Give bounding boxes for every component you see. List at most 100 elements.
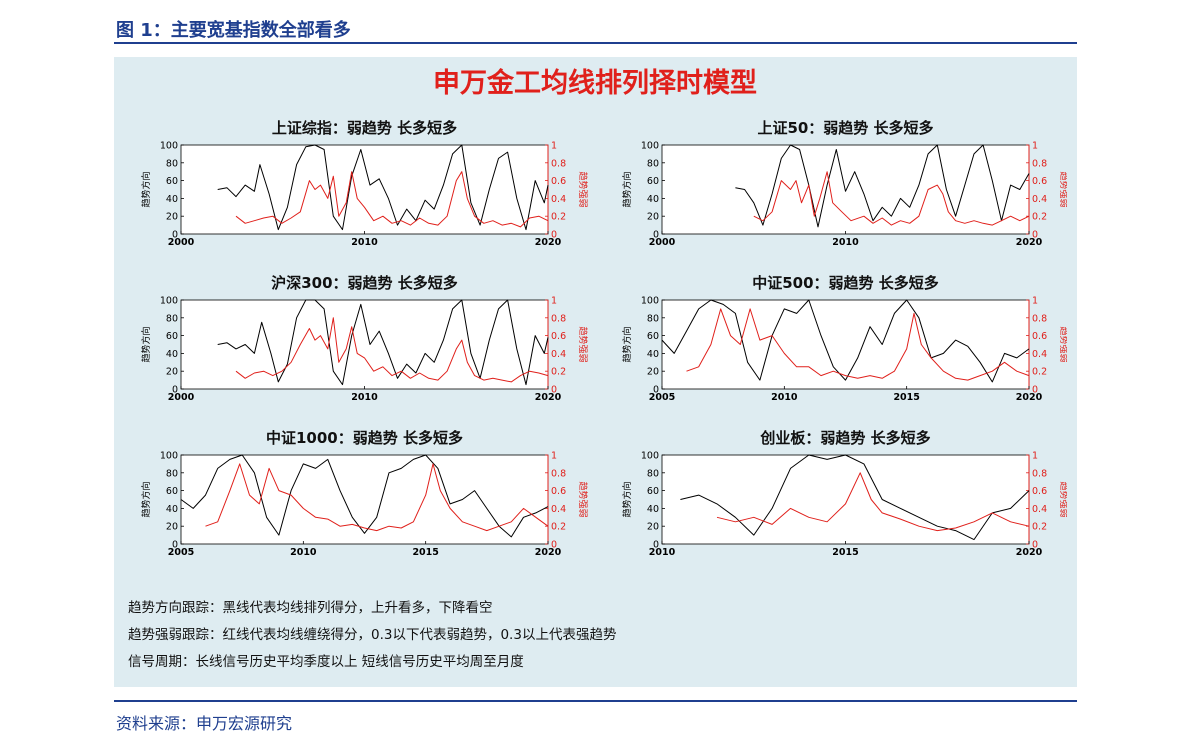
left-tick-label: 40 — [647, 504, 659, 515]
left-tick-label: 60 — [166, 486, 178, 497]
figure-title: 图 1：主要宽基指数全部看多 — [116, 20, 351, 41]
left-tick-label: 20 — [647, 212, 659, 223]
left-tick-label: 20 — [166, 212, 178, 223]
right-tick-label: 0.4 — [551, 504, 566, 515]
x-tick-label: 2020 — [1016, 547, 1043, 558]
chart-4: 中证500：弱趋势 长多短多 0 20 40 60 80 100 0 0.2 0.4 0.6 0.8 1… — [621, 274, 1067, 403]
right-tick-label: 0.8 — [551, 468, 566, 479]
left-tick-label: 40 — [166, 504, 178, 515]
left-axis-label: 趋势方向 — [621, 481, 633, 517]
chart-panel: 申万金工均线排列择时模型 上证综指：弱趋势 长多短多 0 20 40 60 80 100 0 0… — [114, 57, 1077, 687]
x-tick-label: 2005 — [168, 547, 194, 558]
left-tick-label: 80 — [166, 313, 178, 324]
strength-score-line — [235, 171, 549, 228]
x-tick-label: 2005 — [649, 392, 675, 403]
chart-2: 上证50：弱趋势 长多短多 0 20 40 60 80 100 0 0.2 0.4 0.6 0.8 1 2… — [621, 119, 1067, 248]
right-tick-label: 0.4 — [551, 349, 566, 360]
right-axis-label: 趋势强弱 — [1058, 326, 1067, 362]
strength-score-line — [753, 171, 1030, 226]
right-tick-label: 0.2 — [1032, 522, 1047, 533]
strength-score-line — [205, 463, 549, 532]
top-divider — [114, 42, 1077, 44]
left-tick-label: 20 — [166, 367, 178, 378]
right-tick-label: 0.8 — [1032, 468, 1047, 479]
right-tick-label: 1 — [1032, 296, 1038, 307]
chart-title: 创业板：弱趋势 长多短多 — [759, 429, 930, 447]
right-tick-label: 1 — [551, 296, 557, 307]
left-tick-label: 60 — [166, 331, 178, 342]
right-tick-label: 0.2 — [551, 212, 566, 223]
left-tick-label: 100 — [160, 451, 178, 462]
right-tick-label: 0.6 — [1032, 176, 1047, 187]
note-strength: 趋势强弱跟踪：红线代表均线缠绕得分，0.3以下代表弱趋势，0.3以上代表强趋势 — [128, 627, 617, 643]
right-tick-label: 0 — [551, 540, 557, 551]
x-tick-label: 2015 — [832, 547, 858, 558]
x-tick-label: 2000 — [168, 237, 195, 248]
x-tick-label: 2020 — [535, 237, 562, 248]
right-tick-label: 0 — [1032, 540, 1038, 551]
right-tick-label: 0.4 — [551, 194, 566, 205]
right-tick-label: 1 — [551, 141, 557, 152]
left-tick-label: 0 — [653, 385, 659, 396]
chart-title: 中证1000：弱趋势 长多短多 — [266, 429, 463, 447]
x-tick-label: 2000 — [649, 237, 676, 248]
x-tick-label: 2010 — [832, 237, 859, 248]
left-tick-label: 80 — [166, 158, 178, 169]
x-tick-label: 2015 — [412, 547, 438, 558]
left-tick-label: 100 — [160, 141, 178, 152]
plot-area — [661, 454, 1030, 545]
right-tick-label: 0.8 — [551, 313, 566, 324]
right-tick-label: 0 — [551, 385, 557, 396]
left-tick-label: 20 — [647, 522, 659, 533]
left-tick-label: 80 — [647, 313, 659, 324]
x-tick-label: 2015 — [893, 392, 919, 403]
charts-grid: 上证综指：弱趋势 长多短多02040608010000.20.40.60.812… — [140, 119, 1067, 558]
right-tick-label: 0.4 — [1032, 194, 1047, 205]
left-tick-label: 20 — [166, 522, 178, 533]
left-tick-label: 60 — [647, 176, 659, 187]
right-tick-label: 0.6 — [551, 176, 566, 187]
right-tick-label: 0.6 — [551, 486, 566, 497]
plot-area — [180, 454, 549, 545]
left-axis-label: 趋势方向 — [621, 326, 633, 362]
plot-area — [180, 299, 549, 390]
chart-panel-inner: 申万金工均线排列择时模型 上证综指：弱趋势 长多短多 0 20 40 60 80 100 0 0… — [123, 57, 1067, 687]
strength-score-line — [686, 308, 1030, 381]
left-tick-label: 40 — [166, 194, 178, 205]
chart-title: 上证50：弱趋势 长多短多 — [757, 119, 933, 137]
right-tick-label: 0.8 — [1032, 158, 1047, 169]
bottom-divider — [114, 700, 1077, 702]
right-axis-label: 趋势强弱 — [1058, 171, 1067, 207]
left-tick-label: 0 — [653, 540, 659, 551]
x-tick-label: 2010 — [351, 392, 378, 403]
direction-score-line — [735, 144, 1030, 228]
x-tick-label: 2020 — [1016, 392, 1043, 403]
direction-score-line — [180, 454, 549, 538]
note-period: 信号周期：长线信号历史平均季度以上 短线信号历史平均周至月度 — [128, 654, 524, 670]
chart-3: 沪深300：弱趋势 长多短多 0 20 40 60 80 100 0 0.2 0.4 0.6 0.8 1… — [140, 274, 589, 403]
direction-score-line — [217, 299, 549, 386]
right-tick-label: 0.2 — [551, 367, 566, 378]
x-tick-label: 2020 — [535, 547, 562, 558]
left-axis-label: 趋势方向 — [621, 171, 633, 207]
left-tick-label: 60 — [166, 176, 178, 187]
right-tick-label: 0 — [1032, 385, 1038, 396]
strength-score-line — [235, 317, 549, 383]
x-tick-label: 2010 — [771, 392, 798, 403]
chart-1: 上证综指：弱趋势 长多短多 0 20 40 60 80 100 0 0.2 0.4 0.6 0.8 1 2… — [140, 119, 589, 248]
left-axis-label: 趋势方向 — [140, 171, 152, 207]
x-tick-label: 2010 — [649, 547, 676, 558]
source-note: 资料来源：申万宏源研究 — [116, 714, 293, 733]
right-tick-label: 0.2 — [1032, 367, 1047, 378]
left-tick-label: 0 — [172, 230, 178, 241]
chart-5: 中证1000：弱趋势 长多短多 0 20 40 60 80 100 0 0.2 0.4 0.6 0.8… — [140, 429, 589, 558]
right-tick-label: 0.8 — [551, 158, 566, 169]
right-tick-label: 0.6 — [1032, 331, 1047, 342]
right-tick-label: 0.4 — [1032, 504, 1047, 515]
x-tick-label: 2010 — [351, 237, 378, 248]
left-tick-label: 60 — [647, 331, 659, 342]
left-tick-label: 100 — [160, 296, 178, 307]
left-tick-label: 80 — [166, 468, 178, 479]
direction-score-line — [661, 299, 1030, 383]
right-axis-label: 趋势强弱 — [1058, 481, 1067, 517]
